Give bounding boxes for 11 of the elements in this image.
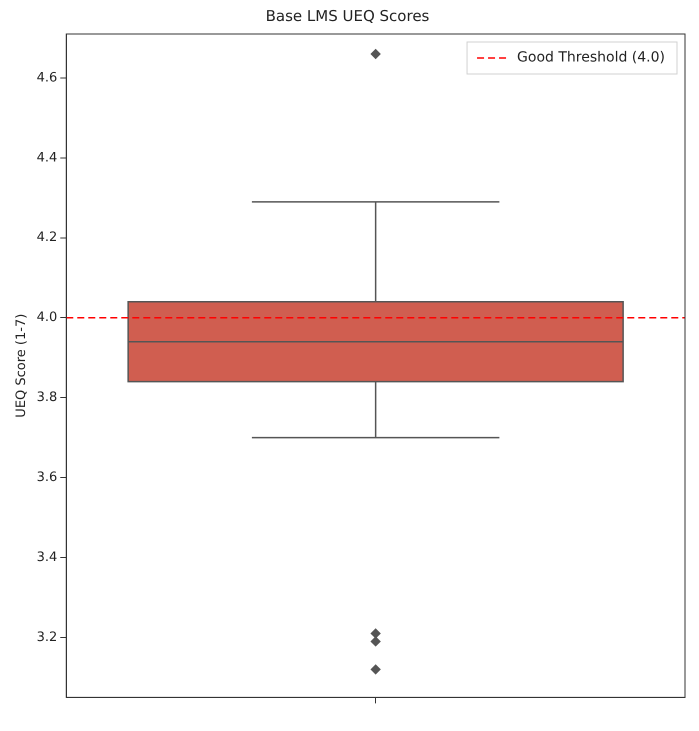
y-tick-label: 3.2 (36, 630, 58, 645)
y-tick-label: 4.6 (36, 70, 58, 86)
y-tick-label: 3.6 (36, 470, 58, 485)
y-tick-label: 4.4 (36, 150, 58, 166)
y-axis-title: UEQ Score (1-7) (14, 314, 30, 418)
y-tick-label: 4.2 (36, 230, 58, 246)
y-tick-label: 3.4 (36, 550, 58, 565)
y-tick-label: 4.0 (36, 310, 58, 326)
legend-label: Good Threshold (4.0) (517, 50, 666, 66)
y-tick-label: 3.8 (36, 390, 58, 406)
chart-title: Base LMS UEQ Scores (266, 6, 430, 25)
